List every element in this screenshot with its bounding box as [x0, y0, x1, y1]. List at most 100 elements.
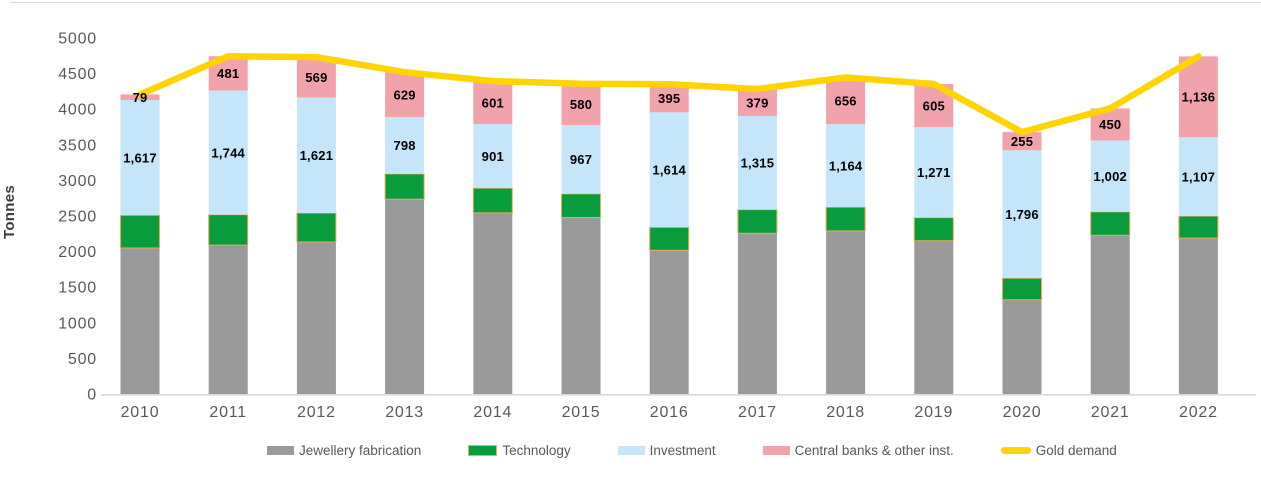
bar-segment-2022-jewellery-fabrication — [1178, 238, 1218, 394]
data-label-2021-investment: 1,002 — [1093, 169, 1127, 184]
data-label-2022-central-banks-other-inst: 1,136 — [1182, 90, 1216, 105]
data-label-2012-central-banks-other-inst: 569 — [305, 70, 327, 85]
data-label-2014-investment: 901 — [482, 149, 504, 164]
data-label-2015-investment: 967 — [570, 152, 592, 167]
bar-segment-2011-technology — [208, 214, 249, 246]
bar-segment-2017-technology — [737, 209, 778, 234]
bar-segment-2018-technology — [825, 206, 866, 232]
jewellery-fabrication-swatch — [267, 446, 294, 455]
data-label-2013-investment: 798 — [393, 138, 415, 153]
bar-segment-2016-central-banks-other-inst — [649, 84, 689, 113]
bar-segment-2016-investment — [649, 112, 689, 228]
data-label-2017-investment: 1,315 — [741, 156, 775, 171]
bar-segment-2020-central-banks-other-inst — [1002, 132, 1042, 151]
y-axis-ticks: 0 500 1000 1500 2000 2500 3000 3500 4000 4500 5000 — [58, 31, 97, 404]
bar-segment-2020-technology — [1002, 277, 1042, 301]
bar-segment-2013-investment — [385, 117, 425, 174]
bar-segment-2017-jewellery-fabrication — [737, 233, 777, 394]
x-tick-2018: 2018 — [826, 404, 865, 421]
bar-segment-2017-investment — [737, 115, 777, 210]
y-tick-0: 0 — [87, 387, 97, 404]
data-label-2010-central-banks-other-inst: 79 — [133, 90, 148, 105]
data-label-2019-central-banks-other-inst: 605 — [923, 98, 945, 113]
bar-segment-2013-central-banks-other-inst — [385, 72, 425, 118]
x-axis-ticks: 2010 2011 2012 2013 2014 2015 2016 2017 2018 2019… — [121, 404, 1217, 421]
data-label-2016-central-banks-other-inst: 395 — [658, 91, 680, 106]
x-tick-2016: 2016 — [650, 404, 689, 421]
bar-segment-2015-technology — [561, 193, 601, 218]
data-label-2018-investment: 1,164 — [829, 158, 863, 173]
bar-segment-2015-central-banks-other-inst — [561, 83, 601, 126]
top-divider — [10, 2, 1261, 3]
bar-segment-2010-technology — [120, 214, 160, 249]
bar-segment-2012-jewellery-fabrication — [296, 241, 336, 394]
bar-segment-2014-central-banks-other-inst — [473, 81, 513, 124]
data-label-2020-central-banks-other-inst: 255 — [1011, 134, 1033, 149]
bar-segment-2018-investment — [826, 124, 866, 208]
bar-segment-2014-technology — [472, 187, 513, 214]
y-tick-1500: 1500 — [58, 280, 97, 297]
bar-segment-2010-investment — [120, 100, 160, 216]
gold-demand-swatch — [1000, 447, 1031, 454]
y-tick-2000: 2000 — [58, 244, 97, 261]
legend: Jewellery fabrication Technology Investmen… — [267, 443, 1117, 458]
bar-segment-2015-investment — [561, 125, 601, 194]
data-label-2017-central-banks-other-inst: 379 — [746, 95, 768, 110]
legend-item-gold-demand: Gold demand — [1000, 443, 1117, 458]
data-label-2016-investment: 1,614 — [652, 163, 686, 178]
bar-segment-2014-investment — [473, 123, 513, 189]
x-tick-2012: 2012 — [297, 404, 336, 421]
x-tick-2010: 2010 — [121, 404, 160, 421]
bar-segment-2020-jewellery-fabrication — [1002, 299, 1042, 394]
data-label-2019-investment: 1,271 — [917, 165, 951, 180]
legend-label-jewellery-fabrication: Jewellery fabrication — [299, 443, 422, 458]
bar-segment-2022-investment — [1178, 137, 1218, 217]
bar-segment-2011-jewellery-fabrication — [208, 245, 248, 394]
bar-segment-2021-investment — [1090, 140, 1130, 212]
data-label-2018-central-banks-other-inst: 656 — [834, 94, 856, 109]
bar-segment-2013-jewellery-fabrication — [385, 199, 425, 394]
bar-segment-2016-technology — [649, 226, 690, 251]
x-tick-2014: 2014 — [473, 404, 512, 421]
bar-segment-2020-investment — [1002, 150, 1042, 279]
y-tick-2500: 2500 — [58, 209, 97, 226]
bar-segment-2019-jewellery-fabrication — [914, 240, 954, 394]
x-tick-2019: 2019 — [914, 404, 953, 421]
bar-segment-2018-jewellery-fabrication — [826, 230, 866, 394]
bar-segment-2022-technology — [1178, 215, 1219, 239]
gold-demand-line — [136, 52, 1202, 136]
x-tick-2021: 2021 — [1091, 404, 1130, 421]
x-tick-2013: 2013 — [385, 404, 424, 421]
bar-segment-2011-investment — [208, 90, 248, 215]
y-tick-500: 500 — [68, 351, 97, 368]
y-tick-3500: 3500 — [58, 137, 97, 154]
data-label-2015-central-banks-other-inst: 580 — [570, 97, 592, 112]
x-tick-2011: 2011 — [209, 404, 247, 421]
data-label-2013-central-banks-other-inst: 629 — [393, 87, 415, 102]
stacked-bars — [120, 56, 1219, 394]
bar-segment-2022-central-banks-other-inst — [1178, 56, 1218, 138]
bar-segment-2019-investment — [914, 127, 954, 218]
data-label-2010-investment: 1,617 — [123, 150, 157, 165]
legend-label-gold-demand: Gold demand — [1035, 443, 1117, 458]
line-gold-demand — [136, 52, 1202, 136]
central-banks-other-inst-swatch — [762, 446, 790, 455]
bar-segment-2019-technology — [913, 217, 954, 242]
data-label-2014-central-banks-other-inst: 601 — [482, 95, 504, 110]
bar-segment-2021-technology — [1090, 211, 1131, 236]
y-axis-title: Tonnes — [1, 185, 18, 239]
bar-segment-2015-jewellery-fabrication — [561, 217, 601, 394]
legend-label-investment: Investment — [649, 443, 716, 458]
bar-segment-2016-jewellery-fabrication — [649, 250, 689, 394]
data-labels: 1,617 79 1,744 481 1,621 569 798 629 901 601 967 58… — [123, 66, 1215, 222]
x-tick-2015: 2015 — [562, 404, 601, 421]
legend-item-jewellery-fabrication: Jewellery fabrication — [267, 443, 421, 458]
x-tick-2017: 2017 — [738, 404, 777, 421]
data-label-2011-investment: 1,744 — [211, 145, 245, 160]
legend-item-technology: Technology — [468, 443, 571, 458]
data-label-2021-central-banks-other-inst: 450 — [1099, 117, 1121, 132]
y-tick-4500: 4500 — [58, 66, 97, 83]
y-tick-3000: 3000 — [58, 173, 97, 190]
